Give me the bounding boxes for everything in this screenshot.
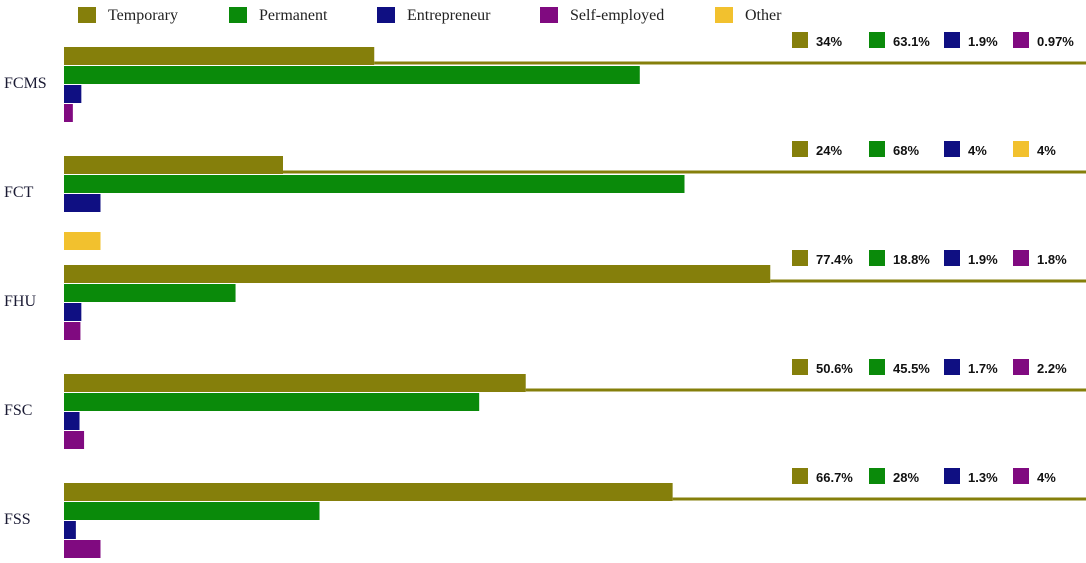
bar-temporary-fcms: [64, 47, 375, 65]
data-label-swatch-temporary-fsc: [792, 359, 808, 375]
bar-permanent-fct: [64, 175, 685, 193]
bar-entrepreneur-fsc: [64, 412, 80, 430]
bar-self-employed-fcms: [64, 104, 73, 122]
bar-permanent-fhu: [64, 284, 236, 302]
data-label-swatch-permanent-fss: [869, 468, 885, 484]
legend-label-entrepreneur: Entrepreneur: [407, 7, 491, 24]
legend-item-permanent: Permanent: [229, 7, 328, 24]
bar-temporary-fsc: [64, 374, 526, 392]
bar-temporary-fhu: [64, 265, 771, 283]
legend-swatch-permanent: [229, 7, 247, 23]
data-label-temporary-fhu: 77.4%: [816, 252, 853, 267]
data-label-permanent-fcms: 63.1%: [893, 34, 930, 49]
category-label-fcms: FCMS: [4, 75, 47, 92]
bar-temporary-fct: [64, 156, 283, 174]
bar-self-employed-fhu: [64, 322, 81, 340]
data-label-permanent-fct: 68%: [893, 143, 919, 158]
data-label-swatch-entrepreneur-fss: [944, 468, 960, 484]
legend-swatch-self-employed: [540, 7, 558, 23]
data-label-permanent-fsc: 45.5%: [893, 361, 930, 376]
legend-label-self-employed: Self-employed: [570, 7, 664, 24]
legend-label-other: Other: [745, 7, 782, 24]
bar-entrepreneur-fct: [64, 194, 101, 212]
data-label-self-employed-fss: 4%: [1037, 470, 1056, 485]
legend-swatch-entrepreneur: [377, 7, 395, 23]
bar-entrepreneur-fss: [64, 521, 76, 539]
data-label-swatch-entrepreneur-fsc: [944, 359, 960, 375]
legend-label-temporary: Temporary: [108, 7, 178, 24]
category-label-fsc: FSC: [4, 402, 32, 419]
data-label-swatch-permanent-fsc: [869, 359, 885, 375]
data-label-self-employed-fhu: 1.8%: [1037, 252, 1067, 267]
category-label-fct: FCT: [4, 184, 34, 201]
data-label-swatch-self-employed-fcms: [1013, 32, 1029, 48]
legend-item-temporary: Temporary: [78, 7, 178, 24]
data-label-swatch-temporary-fhu: [792, 250, 808, 266]
data-label-other-fct: 4%: [1037, 143, 1056, 158]
data-label-permanent-fhu: 18.8%: [893, 252, 930, 267]
data-label-swatch-self-employed-fsc: [1013, 359, 1029, 375]
data-label-swatch-permanent-fhu: [869, 250, 885, 266]
category-label-fhu: FHU: [4, 293, 36, 310]
data-label-entrepreneur-fcms: 1.9%: [968, 34, 998, 49]
data-label-permanent-fss: 28%: [893, 470, 919, 485]
data-label-swatch-entrepreneur-fcms: [944, 32, 960, 48]
category-group-fhu: FHU 77.4% 18.8% 1.9% 1.8%: [4, 250, 1086, 340]
data-label-swatch-entrepreneur-fct: [944, 141, 960, 157]
data-label-temporary-fss: 66.7%: [816, 470, 853, 485]
data-label-swatch-permanent-fct: [869, 141, 885, 157]
legend-label-permanent: Permanent: [259, 7, 328, 24]
data-label-temporary-fsc: 50.6%: [816, 361, 853, 376]
data-label-entrepreneur-fct: 4%: [968, 143, 987, 158]
data-label-swatch-self-employed-fhu: [1013, 250, 1029, 266]
data-label-self-employed-fsc: 2.2%: [1037, 361, 1067, 376]
data-label-swatch-other-fct: [1013, 141, 1029, 157]
data-label-swatch-temporary-fcms: [792, 32, 808, 48]
legend-item-entrepreneur: Entrepreneur: [377, 7, 491, 24]
category-label-fss: FSS: [4, 511, 31, 528]
legend-swatch-temporary: [78, 7, 96, 23]
bar-self-employed-fss: [64, 540, 101, 558]
data-label-swatch-entrepreneur-fhu: [944, 250, 960, 266]
data-label-swatch-self-employed-fss: [1013, 468, 1029, 484]
legend-item-self-employed: Self-employed: [540, 7, 664, 24]
category-group-fsc: FSC 50.6% 45.5% 1.7% 2.2%: [4, 359, 1086, 449]
bar-entrepreneur-fcms: [64, 85, 82, 103]
legend-swatch-other: [715, 7, 733, 23]
bar-entrepreneur-fhu: [64, 303, 82, 321]
data-label-entrepreneur-fhu: 1.9%: [968, 252, 998, 267]
data-label-entrepreneur-fss: 1.3%: [968, 470, 998, 485]
data-label-temporary-fct: 24%: [816, 143, 842, 158]
bar-permanent-fcms: [64, 66, 640, 84]
data-label-swatch-temporary-fct: [792, 141, 808, 157]
bar-permanent-fsc: [64, 393, 480, 411]
bar-self-employed-fsc: [64, 431, 85, 449]
data-label-temporary-fcms: 34%: [816, 34, 842, 49]
data-label-swatch-permanent-fcms: [869, 32, 885, 48]
bar-temporary-fss: [64, 483, 673, 501]
bar-other-fct: [64, 232, 101, 250]
data-label-self-employed-fcms: 0.97%: [1037, 34, 1074, 49]
legend-item-other: Other: [715, 7, 782, 24]
bar-permanent-fss: [64, 502, 320, 520]
data-label-swatch-temporary-fss: [792, 468, 808, 484]
data-label-entrepreneur-fsc: 1.7%: [968, 361, 998, 376]
category-group-fct: FCT 24% 68% 4% 4%: [4, 141, 1086, 250]
category-group-fss: FSS 66.7% 28% 1.3% 4%: [4, 468, 1086, 558]
category-group-fcms: FCMS 34% 63.1% 1.9% 0.97%: [4, 32, 1086, 122]
